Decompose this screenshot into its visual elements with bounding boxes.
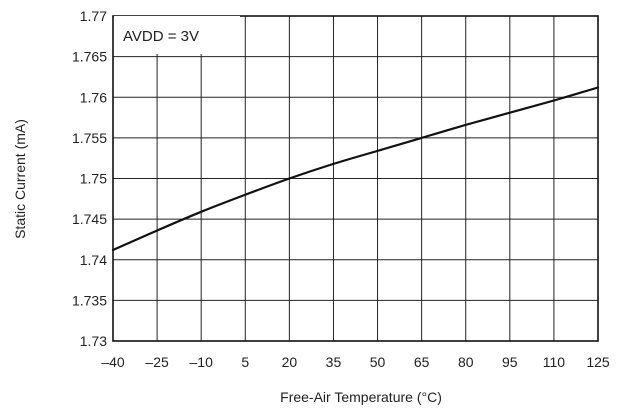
x-tick-label: 50 — [370, 354, 386, 370]
x-tick-label: 5 — [241, 354, 249, 370]
y-tick-label: 1.735 — [72, 292, 107, 308]
y-tick-label: 1.77 — [80, 8, 107, 24]
y-tick-label: 1.75 — [80, 171, 107, 187]
y-tick-label: 1.745 — [72, 211, 107, 227]
x-tick-label: 65 — [414, 354, 430, 370]
y-tick-label: 1.765 — [72, 49, 107, 65]
x-tick-label: 20 — [282, 354, 298, 370]
x-tick-label: 110 — [543, 354, 566, 370]
annotation-label: AVDD = 3V — [123, 28, 199, 45]
y-tick-label: 1.74 — [80, 252, 107, 268]
x-tick-label: –40 — [101, 354, 125, 370]
x-tick-label: –25 — [145, 354, 169, 370]
x-tick-label: 80 — [458, 354, 474, 370]
y-tick-label: 1.73 — [80, 333, 107, 349]
x-tick-label: 35 — [326, 354, 342, 370]
x-tick-label: 95 — [502, 354, 518, 370]
x-tick-label: –10 — [190, 354, 214, 370]
y-tick-label: 1.76 — [80, 89, 107, 105]
x-axis-title: Free-Air Temperature (°C) — [280, 389, 442, 405]
y-axis-title: Static Current (mA) — [12, 119, 28, 239]
x-tick-label: 125 — [586, 354, 610, 370]
y-tick-label: 1.755 — [72, 130, 107, 146]
